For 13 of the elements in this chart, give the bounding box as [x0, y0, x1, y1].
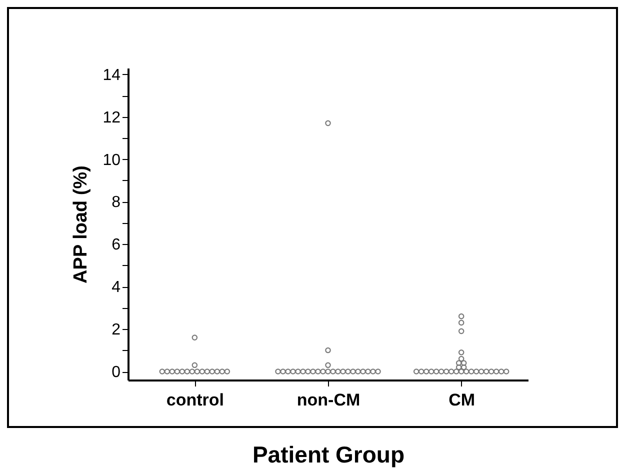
y-tick-label: 14	[102, 66, 121, 84]
x-tick-label: control	[166, 390, 224, 410]
x-tick-label: CM	[448, 390, 476, 410]
x-tick-label: non-CM	[296, 390, 360, 410]
y-tick-label: 4	[112, 279, 121, 296]
y-tick-label: 6	[112, 236, 121, 254]
y-axis-title: APP load (%)	[70, 166, 92, 284]
y-tick-label: 0	[112, 364, 121, 382]
y-tick-label: 10	[102, 152, 121, 169]
y-tick-label: 12	[102, 109, 121, 126]
y-tick-label: 2	[112, 322, 121, 339]
x-axis-title: Patient Group	[252, 442, 405, 468]
y-tick-label: 8	[112, 194, 121, 212]
